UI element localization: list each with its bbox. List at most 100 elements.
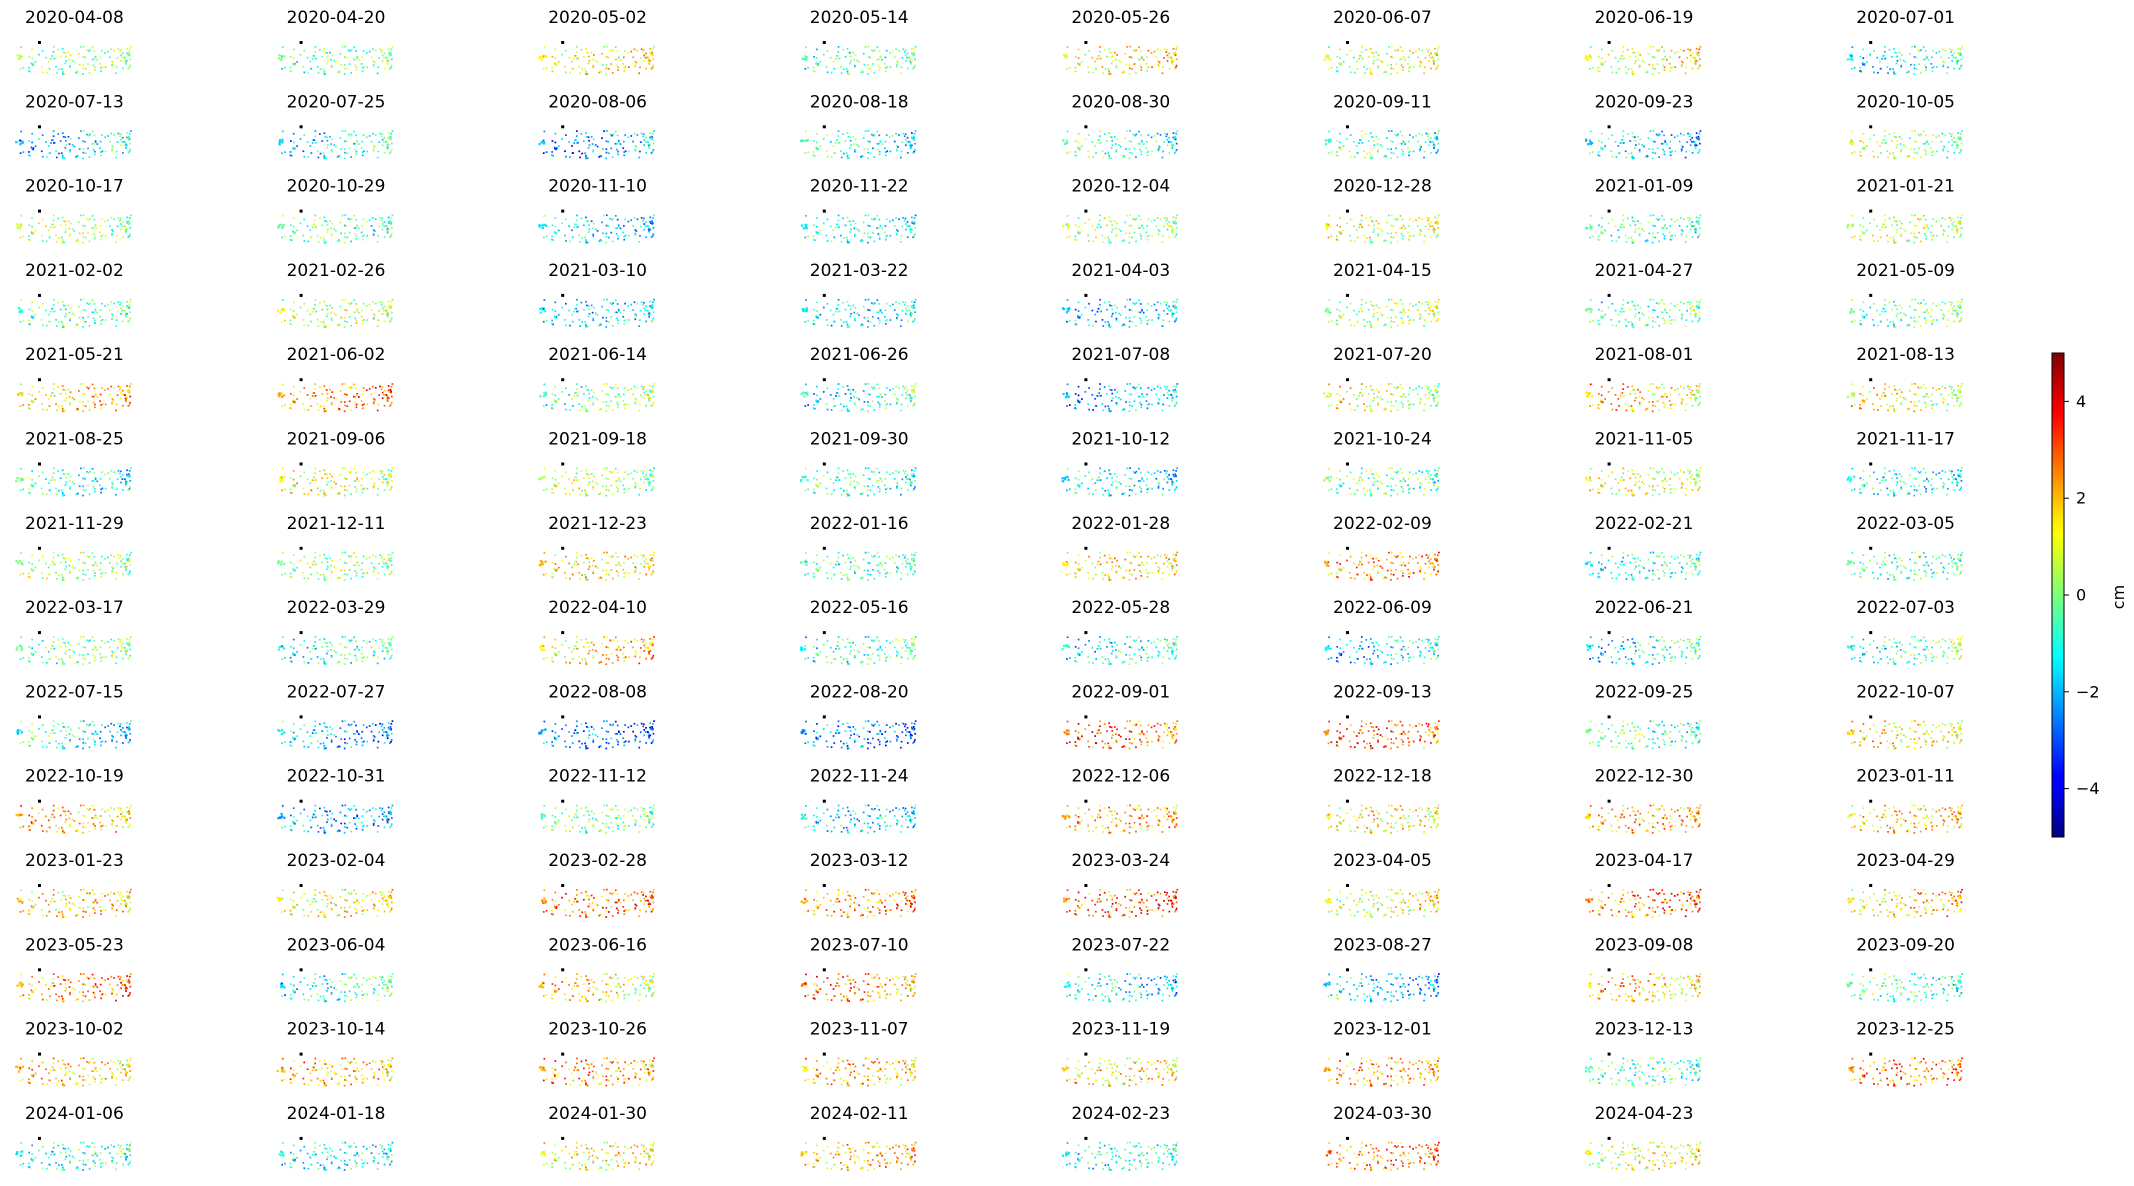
data-point (354, 395, 357, 398)
data-point (551, 154, 553, 157)
data-point (896, 64, 898, 66)
data-point (1846, 58, 1849, 61)
data-point (1863, 231, 1866, 234)
data-point (1433, 61, 1435, 64)
data-point (849, 62, 851, 65)
data-point (848, 325, 850, 328)
data-point (1861, 230, 1864, 233)
data-point (1651, 316, 1654, 319)
data-point (545, 67, 548, 69)
data-point (617, 153, 619, 156)
data-point (372, 401, 375, 403)
data-point (634, 318, 637, 321)
data-point (61, 405, 63, 407)
data-point (585, 72, 587, 74)
data-point (1584, 139, 1588, 142)
data-point (1624, 234, 1627, 237)
data-point (379, 217, 381, 219)
data-point (1694, 315, 1697, 318)
data-point (1164, 217, 1166, 219)
data-point (1884, 57, 1886, 60)
data-point (1643, 314, 1645, 316)
data-point (605, 73, 608, 75)
data-point (339, 221, 342, 224)
data-point (1124, 137, 1127, 139)
data-point (1108, 240, 1110, 243)
data-point (1952, 141, 1955, 143)
data-point (314, 51, 316, 53)
data-point (627, 305, 630, 307)
data-point (640, 48, 643, 51)
data-point (1669, 309, 1672, 312)
data-point (368, 50, 371, 53)
data-point (840, 234, 842, 237)
data-point (912, 54, 915, 56)
data-point (1869, 138, 1871, 140)
data-point (587, 389, 590, 391)
data-point (1632, 220, 1635, 222)
data-point (850, 228, 852, 231)
data-point (307, 324, 310, 327)
data-point (1436, 132, 1439, 135)
data-point (1914, 214, 1916, 217)
data-point (51, 307, 53, 310)
data-point (94, 406, 96, 409)
data-point (128, 66, 131, 69)
data-point (1652, 236, 1654, 238)
data-point (1960, 132, 1962, 135)
data-point (636, 218, 639, 221)
data-point (905, 60, 907, 62)
data-point (565, 324, 567, 327)
data-point (296, 145, 298, 147)
data-point (555, 401, 558, 404)
data-point (892, 50, 894, 53)
data-point (292, 62, 294, 64)
data-point (129, 317, 131, 320)
data-point (1131, 68, 1133, 70)
data-point (1902, 144, 1905, 146)
data-point (1956, 315, 1959, 318)
data-point (913, 66, 916, 69)
data-point (1157, 229, 1160, 231)
data-point (372, 402, 375, 405)
data-point (819, 229, 822, 232)
data-point (912, 51, 915, 54)
data-point (1107, 236, 1110, 239)
data-point (1585, 227, 1588, 230)
data-point (1075, 70, 1078, 73)
data-point (374, 49, 377, 52)
data-point (1611, 302, 1614, 305)
data-point (1893, 156, 1895, 159)
data-point (279, 393, 282, 396)
data-point (1419, 149, 1421, 152)
data-point (538, 56, 541, 59)
data-point (1156, 132, 1159, 135)
data-point (278, 139, 282, 142)
data-point (110, 217, 113, 219)
data-point (554, 301, 557, 304)
data-point (634, 149, 637, 152)
reference-marker (1084, 293, 1088, 297)
data-point (639, 150, 641, 153)
data-point (1383, 324, 1385, 327)
data-point (543, 383, 546, 386)
panel-title: 2021-04-27 (1595, 261, 1694, 281)
data-point (910, 231, 912, 234)
data-point (1680, 229, 1683, 231)
data-point (1419, 65, 1421, 68)
data-point (1873, 218, 1875, 221)
data-point (869, 236, 872, 239)
data-point (610, 316, 613, 318)
data-point (653, 214, 655, 217)
data-point (71, 144, 74, 146)
data-point (840, 325, 843, 327)
data-point (1913, 326, 1916, 328)
data-point (1109, 73, 1112, 75)
data-point (1074, 154, 1076, 157)
data-point (541, 224, 544, 227)
data-point (289, 319, 292, 322)
data-point (585, 48, 587, 50)
data-point (1096, 310, 1099, 313)
data-point (1397, 302, 1399, 304)
data-point (354, 311, 357, 314)
